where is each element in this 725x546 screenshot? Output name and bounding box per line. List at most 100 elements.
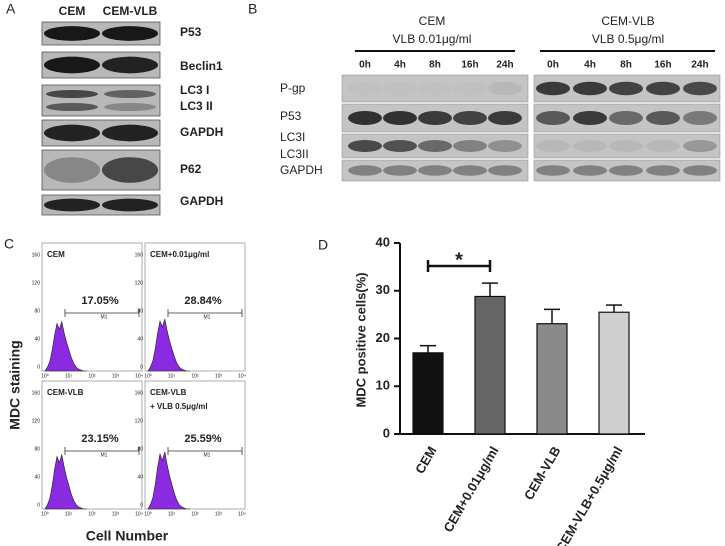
band [104, 103, 156, 111]
band [573, 111, 607, 125]
plot-label: CEM [47, 250, 65, 259]
bar [536, 323, 568, 435]
band [383, 81, 417, 96]
plot-label: CEM-VLB [150, 388, 187, 397]
row-label: Beclin1 [180, 59, 223, 73]
band [102, 56, 158, 74]
y-tick-label: 160 [135, 252, 144, 258]
band [104, 90, 156, 98]
plot-label: + VLB 0.5μg/ml [150, 402, 208, 411]
row-label: GAPDH [180, 194, 223, 208]
blot [41, 84, 161, 117]
band [46, 103, 98, 111]
row-label: P53 [180, 25, 202, 39]
x-tick-label: CEM-VLB+0.5μg/ml [553, 444, 626, 546]
y-tick-label: 0 [37, 364, 40, 370]
group-label: CEM-VLB [601, 14, 654, 28]
band [453, 111, 487, 125]
x-tick-label: 10¹ [168, 373, 176, 379]
x-tick-label: CEM [412, 444, 439, 477]
band [453, 81, 487, 96]
x-tick-label: 10⁰ [41, 511, 49, 517]
time-label: 4h [394, 60, 406, 71]
y-tick-label: 40 [34, 336, 40, 342]
y-tick-label: 40 [137, 336, 143, 342]
band [573, 81, 607, 96]
band [46, 90, 98, 98]
x-tick-label: 10³ [215, 511, 223, 517]
treatment-label: VLB 0.5μg/ml [592, 32, 664, 46]
time-label: 0h [547, 60, 559, 71]
plot-label: CEM-VLB [47, 388, 84, 397]
histogram [147, 318, 190, 372]
band [646, 81, 680, 96]
time-label: 24h [691, 60, 708, 71]
time-label: 8h [620, 60, 632, 71]
x-tick-label: 10⁴ [135, 511, 143, 517]
time-label: 4h [584, 60, 596, 71]
band [609, 140, 643, 152]
band [102, 157, 158, 183]
band [418, 111, 452, 125]
y-tick-label: 120 [32, 280, 41, 286]
bar [412, 352, 444, 435]
panel-letter: D [318, 237, 328, 253]
gate-label: M1 [204, 314, 211, 320]
band [573, 140, 607, 152]
y-tick-label: 0 [383, 425, 390, 440]
band [418, 165, 452, 176]
band [383, 165, 417, 176]
band [453, 140, 487, 152]
band [536, 81, 570, 96]
y-tick-label: 120 [135, 418, 144, 424]
band [418, 81, 452, 96]
y-tick-label: 0 [37, 502, 40, 508]
x-tick-label: 10² [88, 373, 96, 379]
histogram [147, 451, 190, 510]
panel-letter: A [6, 1, 16, 17]
y-tick-label: 80 [34, 446, 40, 452]
x-tick-label: 10² [191, 373, 199, 379]
band [536, 140, 570, 152]
row-label: P62 [180, 162, 202, 176]
band [348, 111, 382, 125]
band [453, 165, 487, 176]
band [536, 111, 570, 125]
y-tick-label: 80 [137, 446, 143, 452]
band [348, 140, 382, 152]
band [488, 111, 522, 125]
y-tick-label: 160 [32, 390, 41, 396]
panel-letter: C [4, 236, 14, 252]
y-tick-label: 10 [376, 378, 390, 393]
band [683, 140, 717, 152]
band [646, 140, 680, 152]
band [44, 198, 100, 212]
column-label: CEM [59, 4, 86, 18]
y-tick-label: 20 [376, 330, 390, 345]
band [383, 140, 417, 152]
gate-label: M1 [101, 452, 108, 458]
significance-label: * [455, 249, 463, 271]
row-label: P53 [280, 109, 302, 123]
x-tick-label: 10³ [215, 373, 223, 379]
x-tick-label: 10² [88, 511, 96, 517]
x-tick-label: 10³ [112, 511, 120, 517]
time-label: 24h [496, 60, 513, 71]
histogram [44, 320, 87, 372]
y-axis-label: MDC positive cells(%) [353, 272, 368, 407]
band [609, 165, 643, 176]
band [44, 26, 100, 41]
percent-label: 23.15% [81, 433, 119, 445]
treatment-label: VLB 0.01μg/ml [393, 32, 472, 46]
percent-label: 28.84% [184, 295, 222, 307]
band [44, 56, 100, 74]
band [44, 124, 100, 142]
column-label: CEM-VLB [103, 4, 158, 18]
x-tick-label: 10⁰ [41, 373, 49, 379]
y-tick-label: 0 [140, 364, 143, 370]
y-tick-label: 40 [376, 234, 390, 249]
band [646, 111, 680, 125]
band [488, 165, 522, 176]
